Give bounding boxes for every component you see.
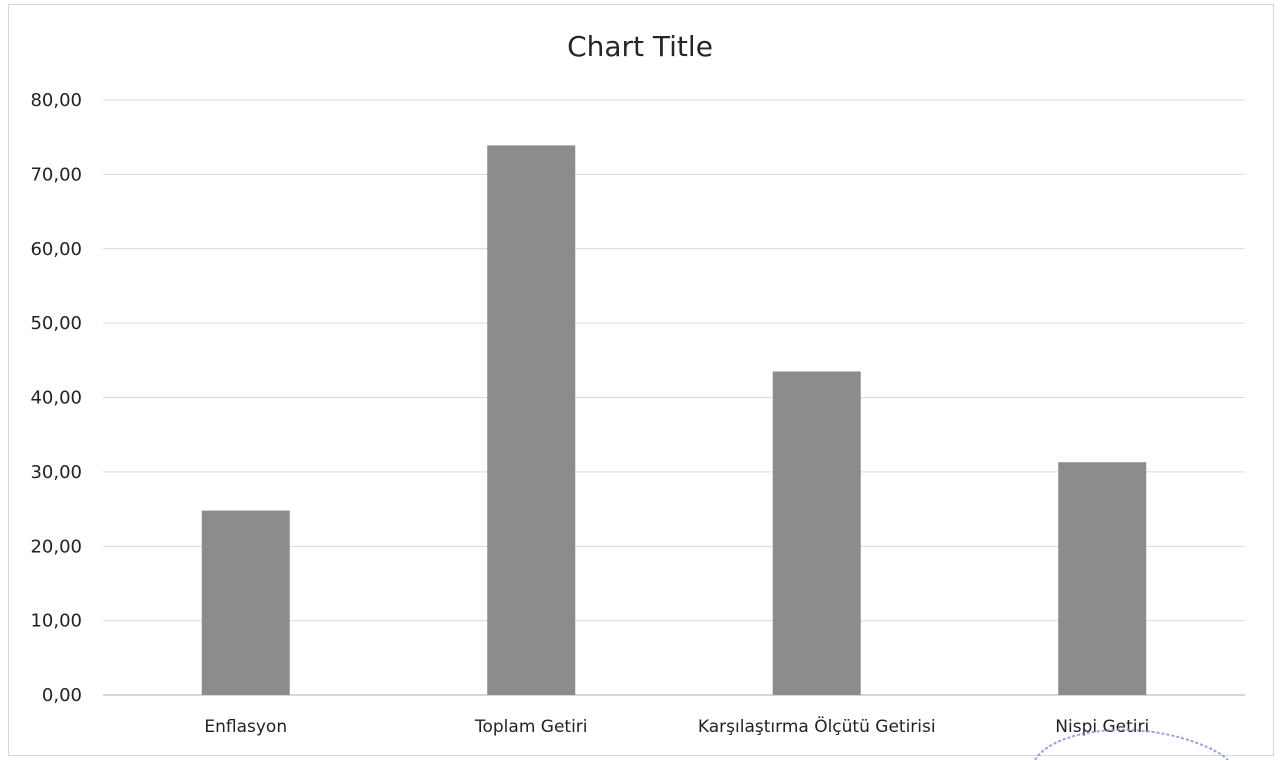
y-tick-label: 20,00 (30, 536, 82, 557)
x-tick-label: Nispi Getiri (1055, 717, 1149, 737)
bar (1058, 462, 1147, 695)
y-axis-ticks: 0,00 10,00 20,00 30,00 40,00 50,00 60,00 70,00 8… (30, 90, 82, 706)
bars (201, 145, 1147, 695)
x-tick-label: Enflasyon (204, 717, 287, 737)
y-tick-label: 10,00 (30, 611, 82, 632)
bar (487, 145, 576, 695)
x-tick-label: Toplam Getiri (474, 717, 588, 737)
bar (772, 371, 861, 695)
gridlines (103, 99, 1245, 696)
y-tick-label: 80,00 (30, 90, 82, 111)
x-axis-ticks: Enflasyon Toplam Getiri Karşılaştırma Ölçü… (204, 715, 1149, 737)
chart-title: Chart Title (567, 30, 713, 63)
y-tick-label: 30,00 (30, 462, 82, 483)
stamp (1034, 728, 1229, 760)
bar (201, 510, 290, 695)
y-tick-label: 40,00 (30, 388, 82, 409)
y-tick-label: 0,00 (42, 685, 82, 706)
y-tick-label: 50,00 (30, 313, 82, 334)
x-tick-label: Karşılaştırma Ölçütü Getirisi (698, 715, 936, 737)
y-tick-label: 60,00 (30, 239, 82, 260)
y-tick-label: 70,00 (30, 164, 82, 185)
